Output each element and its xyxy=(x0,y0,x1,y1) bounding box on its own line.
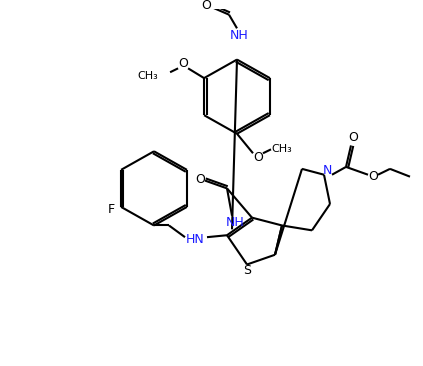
Text: S: S xyxy=(243,264,251,277)
Text: NH: NH xyxy=(230,29,248,42)
Text: O: O xyxy=(368,170,378,183)
Text: N: N xyxy=(322,164,332,177)
Text: O: O xyxy=(348,131,358,144)
Text: O: O xyxy=(178,57,188,70)
Text: O: O xyxy=(201,0,211,12)
Text: O: O xyxy=(253,151,263,164)
Text: NH: NH xyxy=(225,216,244,229)
Text: F: F xyxy=(107,203,115,216)
Text: CH₃: CH₃ xyxy=(272,144,292,154)
Text: CH₃: CH₃ xyxy=(137,71,158,81)
Text: O: O xyxy=(195,173,205,186)
Text: HN: HN xyxy=(186,233,204,246)
